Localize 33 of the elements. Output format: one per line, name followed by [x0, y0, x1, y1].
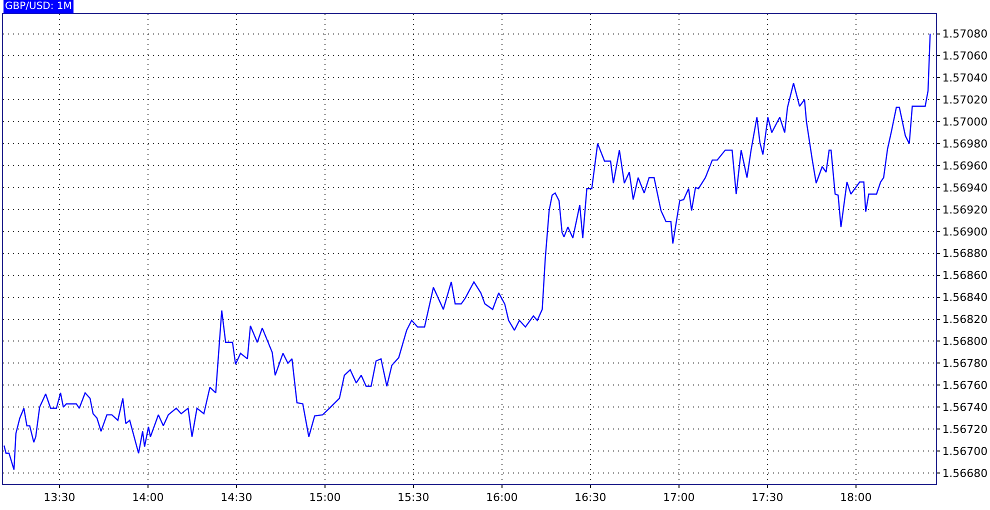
y-tick-label: 1.56760	[942, 379, 988, 392]
y-tick-label: 1.56720	[942, 422, 988, 436]
y-tick-label: 1.57020	[942, 94, 988, 106]
y-tick-label: 1.57000	[942, 115, 988, 128]
y-tick-label: 1.56680	[942, 466, 988, 480]
y-tick-label: 1.56700	[942, 444, 988, 458]
y-tick-label: 1.56840	[942, 291, 988, 304]
y-tick-label: 1.56900	[942, 225, 988, 238]
line-series	[3, 33, 931, 470]
y-tick-label: 1.56740	[942, 400, 988, 414]
x-tick-label: 15:00	[309, 491, 341, 504]
y-tick-label: 1.56780	[942, 357, 988, 370]
y-tick-label: 1.56880	[942, 247, 988, 260]
x-tick-label: 14:00	[132, 491, 164, 504]
y-tick-label: 1.56920	[942, 203, 988, 216]
chart-title: GBP/USD: 1M	[5, 1, 72, 12]
x-tick-label: 16:30	[574, 491, 606, 504]
y-tick-label: 1.56800	[942, 335, 988, 348]
y-tick-label: 1.56960	[942, 159, 988, 172]
y-tick-label: 1.56820	[942, 313, 988, 326]
x-tick-label: 17:30	[752, 491, 784, 504]
x-tick-label: 18:00	[840, 491, 872, 504]
y-tick-label: 1.56940	[942, 181, 988, 194]
x-tick-label: 17:00	[663, 491, 695, 504]
x-tick-label: 13:30	[44, 491, 76, 504]
y-tick-label: 1.56860	[942, 269, 988, 282]
y-tick-label: 1.57080	[942, 28, 988, 41]
y-tick-label: 1.57040	[942, 72, 988, 85]
x-tick-label: 14:30	[220, 491, 252, 504]
y-tick-label: 1.57060	[942, 50, 988, 63]
y-tick-label: 1.56980	[942, 137, 988, 150]
x-tick-label: 15:30	[398, 491, 430, 504]
x-tick-label: 16:00	[486, 491, 518, 504]
